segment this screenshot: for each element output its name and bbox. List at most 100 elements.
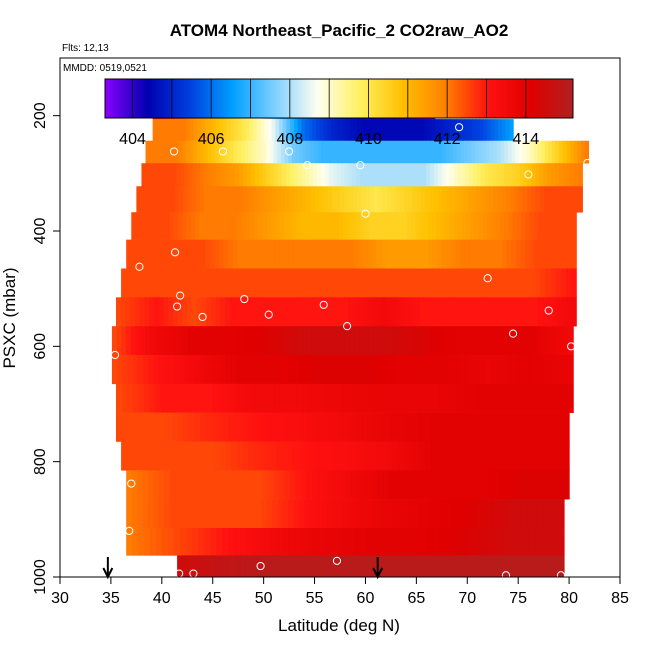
- heatmap-cell: [508, 212, 514, 240]
- heatmap-cell: [548, 186, 554, 213]
- heatmap-cell: [581, 140, 586, 164]
- heatmap-cell: [232, 239, 239, 269]
- heatmap-cell: [383, 119, 388, 142]
- heatmap-cell: [199, 412, 207, 442]
- heatmap-cell: [464, 441, 471, 471]
- heatmap-cell: [423, 412, 430, 442]
- heatmap-cell: [488, 383, 495, 413]
- heatmap-cell: [562, 163, 568, 187]
- heatmap-cell: [364, 441, 371, 471]
- heatmap-cell: [192, 163, 197, 187]
- heatmap-cell: [529, 212, 535, 240]
- heatmap-cell: [131, 499, 138, 529]
- heatmap-cell: [216, 212, 221, 240]
- heatmap-cell: [163, 119, 169, 142]
- heatmap-cell: [227, 163, 232, 187]
- heatmap-cell: [431, 119, 436, 142]
- heatmap-cell: [354, 527, 361, 556]
- heatmap-cell: [399, 239, 406, 269]
- heatmap-cell: [168, 354, 175, 385]
- heatmap-cell: [344, 326, 351, 356]
- heatmap-cell: [402, 268, 409, 298]
- heatmap-cell: [328, 412, 335, 442]
- heatmap-cell: [189, 354, 196, 385]
- heatmap-cell: [338, 297, 345, 327]
- heatmap-cell: [261, 555, 268, 577]
- heatmap-cell: [324, 297, 331, 327]
- heatmap-cell: [553, 239, 559, 269]
- heatmap-cell: [181, 239, 188, 269]
- colorbar-tick-label: 410: [355, 131, 382, 148]
- heatmap-cell: [437, 186, 443, 213]
- heatmap-cell: [330, 326, 337, 356]
- heatmap-cell: [187, 297, 193, 327]
- heatmap-cell: [522, 383, 529, 413]
- heatmap-cell: [382, 186, 388, 213]
- heatmap-cell: [215, 354, 222, 385]
- heatmap-cell: [116, 412, 123, 442]
- heatmap-cell: [172, 268, 178, 298]
- heatmap-cell: [269, 268, 276, 298]
- heatmap-cell: [156, 268, 163, 298]
- heatmap-cell: [304, 555, 311, 577]
- heatmap-cell: [525, 470, 532, 500]
- heatmap-cell: [126, 499, 133, 529]
- heatmap-cell: [395, 297, 402, 327]
- heatmap-cell: [438, 119, 444, 142]
- heatmap-cell: [310, 268, 317, 298]
- heatmap-cell: [353, 441, 360, 471]
- heatmap-cell: [502, 441, 509, 471]
- heatmap-cell: [442, 119, 447, 142]
- heatmap-cell: [547, 297, 554, 327]
- heatmap-cell: [251, 555, 258, 577]
- heatmap-cell: [536, 354, 543, 385]
- heatmap-cell: [381, 441, 388, 471]
- heatmap-cell: [443, 354, 450, 385]
- heatmap-cell: [561, 383, 569, 413]
- heatmap-cell: [196, 140, 202, 164]
- heatmap-cell: [272, 412, 279, 442]
- heatmap-cell: [457, 119, 462, 142]
- heatmap-cell: [272, 555, 279, 577]
- heatmap-cell: [415, 383, 422, 413]
- heatmap-cell: [235, 163, 240, 187]
- heatmap-cell: [446, 119, 451, 142]
- heatmap-cell: [493, 499, 500, 529]
- heatmap-cell: [491, 441, 498, 471]
- heatmap-cell: [163, 297, 169, 327]
- heatmap-cell: [372, 239, 378, 269]
- heatmap-cell: [330, 383, 337, 413]
- heatmap-cell: [176, 163, 182, 187]
- heatmap-cell: [295, 470, 302, 500]
- heatmap-cell: [245, 555, 252, 577]
- heatmap-cell: [467, 297, 473, 327]
- heatmap-cell: [238, 163, 244, 187]
- heatmap-cell: [279, 212, 285, 240]
- heatmap-cell: [166, 412, 173, 442]
- heatmap-cell: [191, 239, 197, 269]
- heatmap-cell: [407, 354, 414, 385]
- heatmap-cell: [566, 297, 573, 327]
- heatmap-cell: [347, 383, 354, 413]
- heatmap-cell: [543, 239, 549, 269]
- heatmap-cell: [211, 383, 219, 413]
- heatmap-cell: [406, 212, 412, 240]
- heatmap-cell: [228, 212, 234, 240]
- heatmap-cell: [521, 212, 526, 240]
- heatmap-cell: [491, 212, 497, 240]
- heatmap-cell: [267, 119, 273, 142]
- heatmap-cell: [192, 268, 199, 298]
- heatmap-cell: [202, 268, 209, 298]
- heatmap-cell: [484, 555, 491, 577]
- heatmap-cell: [443, 297, 449, 327]
- heatmap-cell: [174, 186, 180, 213]
- heatmap-cell: [427, 119, 432, 142]
- heatmap-cell: [377, 212, 382, 240]
- heatmap-cell: [405, 140, 410, 164]
- heatmap-cell: [189, 119, 195, 142]
- heatmap-cell: [230, 470, 237, 500]
- heatmap-cell: [191, 297, 198, 327]
- heatmap-cell: [486, 297, 492, 327]
- heatmap-cell: [324, 354, 331, 385]
- heatmap-cell: [570, 163, 576, 187]
